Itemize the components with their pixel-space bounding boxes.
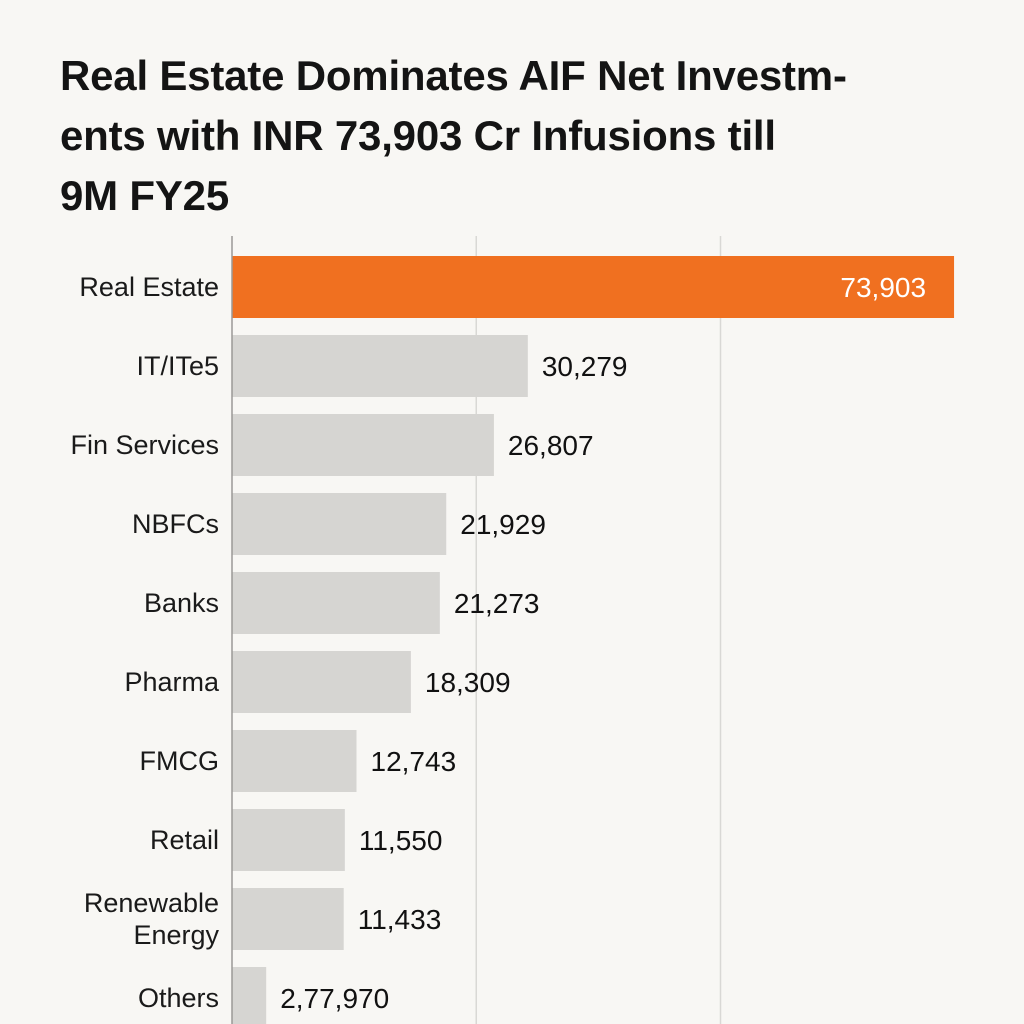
category-label-line: IT/ITe5	[136, 351, 219, 381]
bar-3	[232, 414, 494, 476]
value-label-8: 11,550	[359, 825, 443, 856]
category-label-line: Energy	[133, 920, 219, 950]
bar-8	[232, 809, 345, 871]
category-label-10: Others	[138, 983, 219, 1013]
chart-title-line-1: Real Estate Dominates AIF Net Investm-	[60, 52, 847, 99]
chart-title: Real Estate Dominates AIF Net Investm- e…	[60, 46, 990, 226]
bar-5	[232, 572, 440, 634]
category-label-1: Real Estate	[79, 272, 219, 302]
category-label-6: Pharma	[124, 667, 220, 697]
category-label-2: IT/ITe5	[136, 351, 219, 381]
value-label-7: 12,743	[371, 746, 457, 777]
value-label-3: 26,807	[508, 430, 594, 461]
value-label-6: 18,309	[425, 667, 511, 698]
bar-2	[232, 335, 528, 397]
chart-title-line-2: ents with INR 73,903 Cr Infusions till	[60, 112, 776, 159]
bar-1	[232, 256, 955, 318]
value-label-2: 30,279	[542, 351, 628, 382]
value-label-4: 21,929	[460, 509, 546, 540]
category-label-9: Renewable Energy	[84, 888, 220, 950]
chart-title-line-3: 9M FY25	[60, 172, 229, 219]
category-label-4: NBFCs	[132, 509, 219, 539]
category-label-line: Others	[138, 983, 219, 1013]
category-label-line: Real Estate	[79, 272, 219, 302]
bar-10	[232, 967, 267, 1024]
bar-9	[232, 888, 344, 950]
category-label-7: FMCG	[140, 746, 219, 776]
value-label-10: 2,77,970	[280, 983, 389, 1014]
value-label-1: 73,903	[840, 272, 926, 303]
bars	[232, 256, 955, 1024]
category-label-line: NBFCs	[132, 509, 219, 539]
category-labels: Real Estate IT/ITe5 Fin Services NBFCs Banks…	[70, 272, 220, 1013]
category-label-line: Fin Services	[70, 430, 219, 460]
bar-6	[232, 651, 411, 713]
bar-4	[232, 493, 447, 555]
category-label-line: Banks	[144, 588, 219, 618]
category-label-5: Banks	[144, 588, 219, 618]
category-label-line: Renewable	[84, 888, 219, 918]
value-label-9: 11,433	[358, 904, 442, 935]
category-label-line: Pharma	[124, 667, 220, 697]
category-label-line: Retail	[150, 825, 219, 855]
value-label-5: 21,273	[454, 588, 540, 619]
category-label-line: FMCG	[140, 746, 219, 776]
bar-7	[232, 730, 357, 792]
category-label-3: Fin Services	[70, 430, 219, 460]
value-labels: 73,903 30,279 26,807 21,929 21,273 18,309 12,7…	[280, 272, 926, 1014]
category-label-8: Retail	[150, 825, 219, 855]
